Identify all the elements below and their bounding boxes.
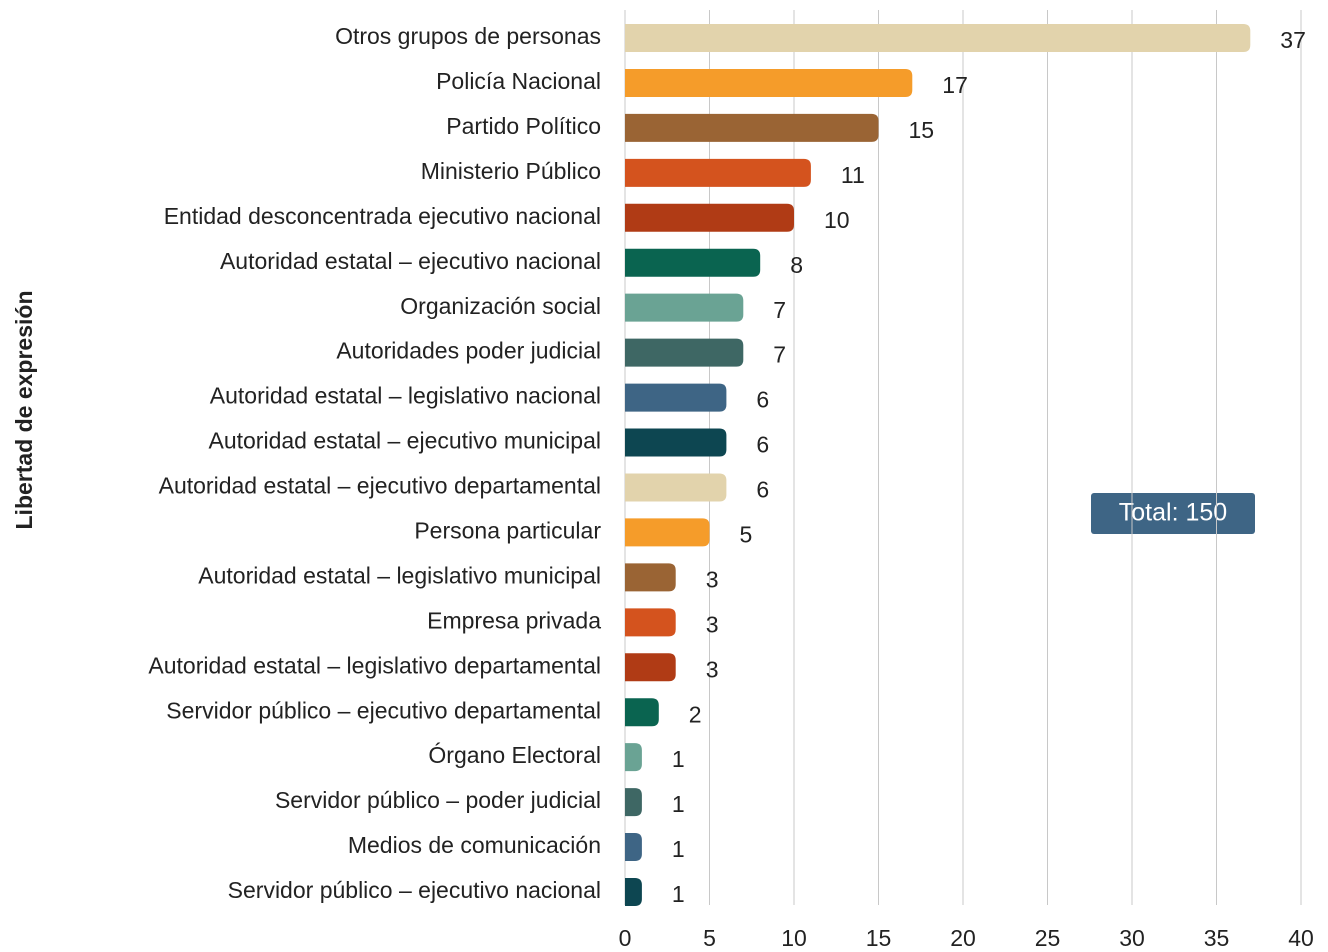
data-label: 6 <box>756 477 769 503</box>
data-label: 7 <box>773 297 786 323</box>
bar <box>625 833 642 862</box>
bar <box>625 563 676 592</box>
x-tick-label: 15 <box>866 925 892 951</box>
data-label: 10 <box>824 207 850 233</box>
data-label: 3 <box>706 566 719 592</box>
bar <box>625 743 642 772</box>
bar <box>625 653 676 682</box>
data-label: 6 <box>756 387 769 413</box>
bar <box>625 24 1251 52</box>
bar <box>625 428 727 457</box>
x-tick-label: 35 <box>1204 925 1230 951</box>
y-tick-label: Persona particular <box>414 517 601 543</box>
bar <box>625 293 744 322</box>
y-tick-label: Autoridad estatal – legislativo nacional <box>210 383 601 409</box>
y-tick-label: Autoridad estatal – legislativo departam… <box>148 652 601 678</box>
y-tick-label: Autoridad estatal – ejecutivo municipal <box>208 428 601 454</box>
bar <box>625 518 710 547</box>
bar <box>625 113 879 142</box>
bar <box>625 608 676 637</box>
x-tick-label: 25 <box>1035 925 1061 951</box>
x-tick-label: 5 <box>703 925 716 951</box>
bar <box>625 698 659 727</box>
y-tick-label: Otros grupos de personas <box>335 23 601 49</box>
y-tick-label: Entidad desconcentrada ejecutivo naciona… <box>164 203 601 229</box>
y-tick-label: Organización social <box>400 293 601 319</box>
bar <box>625 878 642 906</box>
y-tick-label: Medios de comunicación <box>348 832 601 858</box>
y-axis-label: Libertad de expresión <box>11 290 37 529</box>
bar <box>625 338 744 367</box>
bar <box>625 473 727 502</box>
data-label: 5 <box>740 521 753 547</box>
y-tick-label: Autoridades poder judicial <box>336 338 601 364</box>
bar <box>625 158 811 187</box>
y-tick-label: Autoridad estatal – ejecutivo nacional <box>220 248 601 274</box>
x-tick-label: 10 <box>781 925 807 951</box>
bar <box>625 788 642 817</box>
x-tick-label: 30 <box>1119 925 1145 951</box>
data-label: 37 <box>1280 27 1306 53</box>
data-label: 1 <box>672 746 685 772</box>
data-label: 6 <box>756 432 769 458</box>
y-tick-label: Partido Político <box>446 113 601 139</box>
x-tick-label: 40 <box>1288 925 1314 951</box>
y-tick-label: Servidor público – ejecutivo nacional <box>228 877 601 903</box>
bar <box>625 248 761 277</box>
annotation: Total: 150 <box>1119 499 1227 527</box>
data-label: 1 <box>672 836 685 862</box>
data-label: 15 <box>909 117 935 143</box>
bar <box>625 203 794 232</box>
data-label: 17 <box>942 72 968 98</box>
bar <box>625 68 913 97</box>
y-tick-label: Servidor público – poder judicial <box>275 787 601 813</box>
x-tick-label: 0 <box>619 925 632 951</box>
y-tick-label: Ministerio Público <box>421 158 601 184</box>
data-label: 2 <box>689 701 702 727</box>
bar <box>625 383 727 412</box>
data-label: 1 <box>672 881 685 907</box>
y-tick-label: Policía Nacional <box>436 68 601 94</box>
y-tick-label: Autoridad estatal – legislativo municipa… <box>198 562 601 588</box>
y-tick-label: Servidor público – ejecutivo departament… <box>166 697 601 723</box>
data-label: 1 <box>672 791 685 817</box>
data-label: 11 <box>841 162 865 188</box>
x-tick-label: 20 <box>950 925 976 951</box>
data-label: 3 <box>706 611 719 637</box>
y-tick-label: Empresa privada <box>427 607 601 633</box>
y-tick-label: Órgano Electoral <box>428 742 601 768</box>
y-tick-label: Autoridad estatal – ejecutivo departamen… <box>159 473 601 499</box>
data-label: 3 <box>706 656 719 682</box>
data-label: 8 <box>790 252 803 278</box>
data-label: 7 <box>773 342 786 368</box>
